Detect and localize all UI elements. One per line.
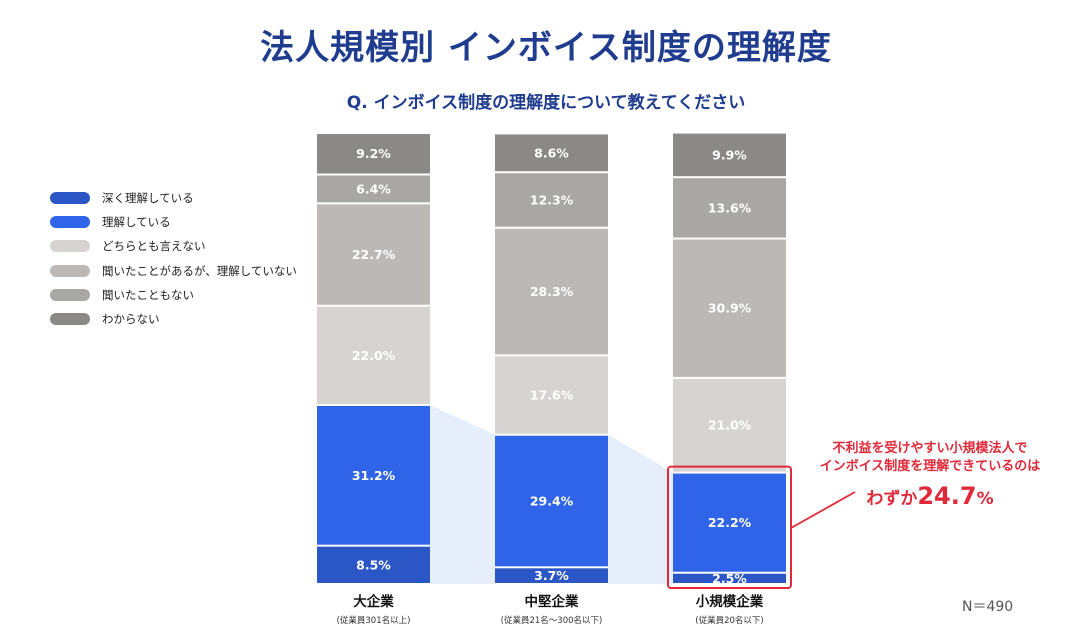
data-label: 8.5% (356, 557, 391, 572)
legend-label: 理解している (102, 215, 171, 230)
legend-label: 聞いたこともない (102, 287, 194, 302)
bar-segment (317, 546, 430, 583)
category-label: 大企業 (353, 593, 394, 610)
legend: 深く理解している 理解している どちらとも言えない 聞いたことがあるが、理解して… (50, 186, 297, 331)
data-label: 12.3% (530, 192, 574, 207)
category-note: (従業員20名以下) (695, 615, 763, 626)
data-label: 22.7% (352, 247, 396, 262)
legend-item: 深く理解している (50, 186, 297, 210)
bar-segment (673, 573, 786, 583)
callout-line-2: インボイス制度を理解できているのは (819, 459, 1041, 474)
legend-item: どちらとも言えない (50, 234, 297, 258)
legend-label: どちらとも言えない (102, 239, 206, 254)
data-label: 28.3% (530, 284, 574, 299)
legend-swatch (50, 264, 90, 277)
legend-item: 理解している (50, 210, 297, 234)
connector-band (608, 434, 673, 584)
legend-swatch (50, 288, 90, 301)
bar-segment (317, 204, 430, 305)
data-label: 29.4% (530, 494, 574, 509)
bar-segment (673, 133, 786, 177)
data-label: 9.2% (356, 146, 391, 161)
bar-segment (673, 378, 786, 472)
bar-segment (317, 405, 430, 545)
callout-annotation: 不利益を受けやすい小規模法人で インボイス制度を理解できているのは わずか24.… (800, 440, 1060, 510)
callout-prefix: わずか (866, 489, 918, 509)
legend-swatch (50, 216, 90, 229)
data-label: 6.4% (356, 181, 391, 196)
callout-line-1: 不利益を受けやすい小規模法人で (832, 441, 1028, 456)
bar-segment (673, 239, 786, 377)
legend-label: わからない (102, 312, 160, 327)
callout-pointer (790, 491, 856, 529)
callout-unit: % (976, 489, 994, 509)
legend-item: 聞いたことがあるが、理解していない (50, 259, 297, 283)
bar-segment (495, 568, 608, 583)
legend-swatch (50, 240, 90, 253)
callout-highlight: わずか24.7% (800, 482, 1060, 510)
legend-item: 聞いたこともない (50, 283, 297, 307)
chart-title: 法人規模別 インボイス制度の理解度 (260, 28, 832, 68)
legend-swatch (50, 313, 90, 326)
bar-segment (317, 306, 430, 404)
sample-size: N＝490 (962, 599, 1014, 615)
bar-segment (495, 173, 608, 227)
data-label: 2.5% (712, 571, 747, 586)
chart-subtitle: Q. インボイス制度の理解度について教えてください (346, 93, 746, 113)
data-label: 17.6% (530, 388, 574, 403)
data-label: 22.0% (352, 348, 396, 363)
legend-swatch (50, 192, 90, 205)
data-label: 31.2% (352, 468, 396, 483)
data-label: 30.9% (708, 301, 752, 316)
data-label: 21.0% (708, 418, 752, 433)
bar-segment (673, 178, 786, 238)
data-label: 13.6% (708, 200, 752, 215)
bar-segment (495, 134, 608, 172)
category-note: (従業員21名〜300名以下) (501, 615, 603, 626)
category-label: 中堅企業 (525, 593, 579, 610)
data-label: 9.9% (712, 147, 747, 162)
data-label: 3.7% (534, 568, 569, 583)
data-label: 8.6% (534, 145, 569, 160)
legend-label: 深く理解している (102, 191, 194, 206)
legend-label: 聞いたことがあるが、理解していない (102, 263, 297, 278)
category-note: (従業員301名以上) (337, 615, 411, 626)
bar-segment (495, 435, 608, 567)
data-label: 22.2% (708, 515, 752, 530)
bar-segment (673, 473, 786, 572)
bar-segment (317, 134, 430, 174)
bar-segment (495, 356, 608, 434)
category-label: 小規模企業 (696, 593, 764, 610)
bar-segment (317, 175, 430, 203)
legend-item: わからない (50, 307, 297, 331)
connector-band (430, 404, 495, 584)
callout-value: 24.7 (917, 482, 977, 510)
bar-segment (495, 228, 608, 355)
